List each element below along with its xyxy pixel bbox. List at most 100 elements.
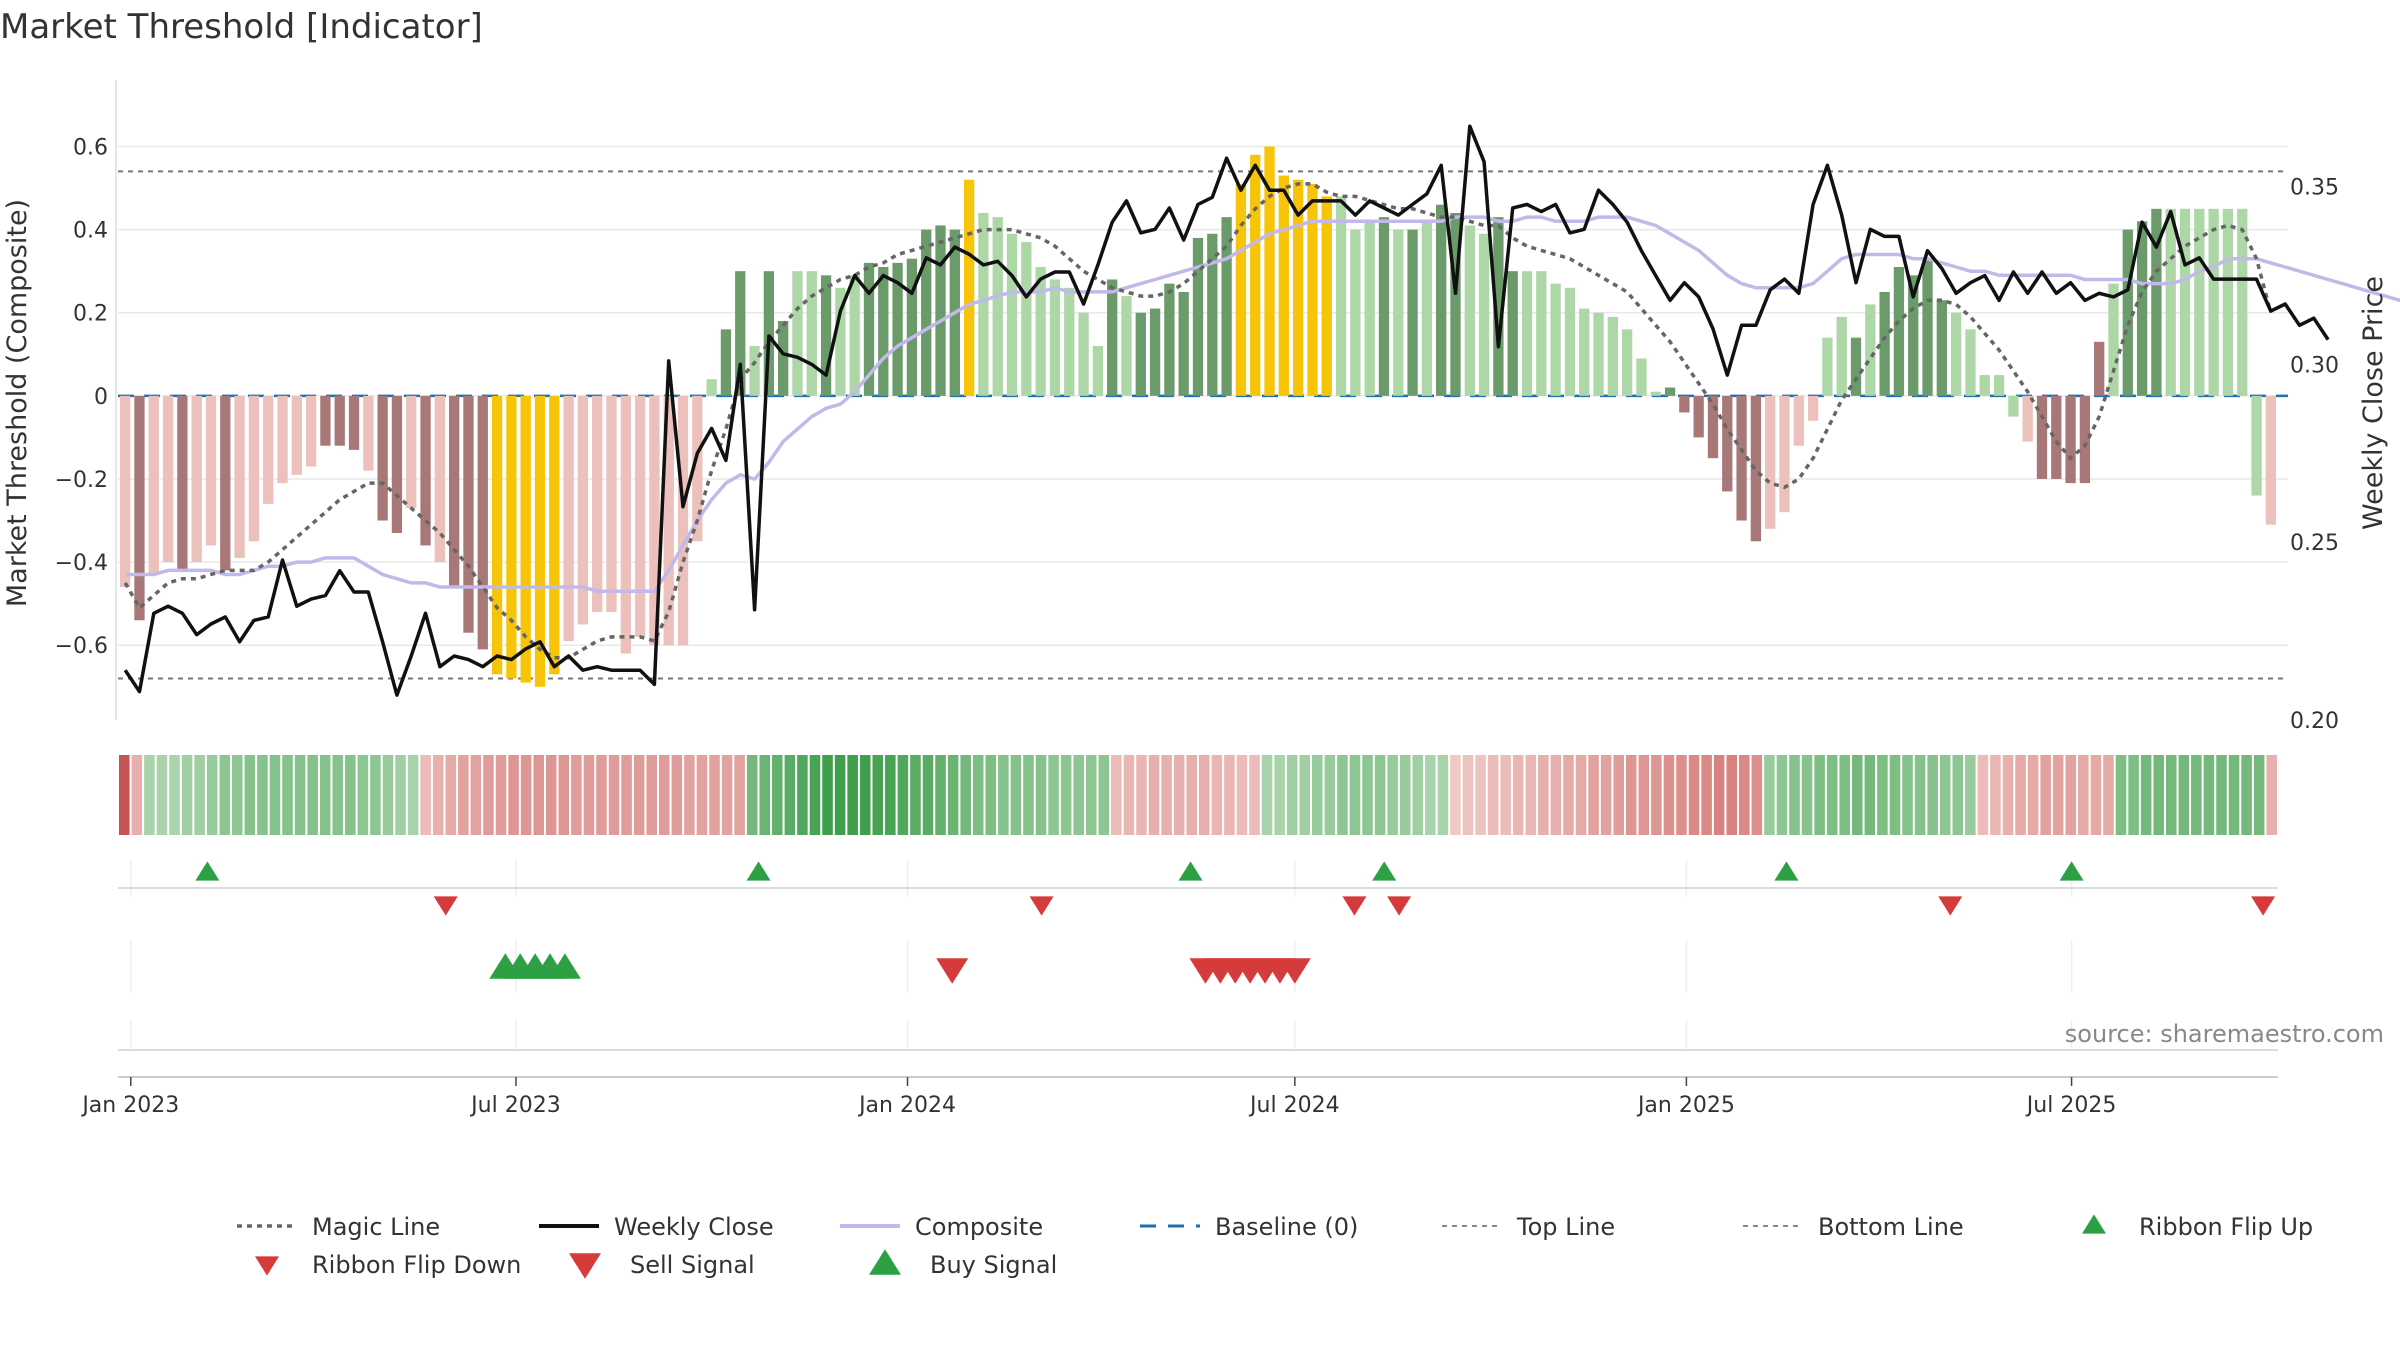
legend-swatch <box>569 1253 601 1279</box>
composite-bar <box>1993 375 2005 396</box>
ribbon-strip <box>119 755 2277 835</box>
ribbon-cell <box>2216 755 2227 835</box>
ribbon-cell <box>759 755 771 835</box>
composite-bar <box>391 395 403 533</box>
ribbon-cell <box>1575 755 1587 835</box>
composite-bar <box>1235 183 1247 396</box>
ribbon-cell <box>1751 755 1763 835</box>
legend: Magic Line Weekly Close Composite Baseline … <box>237 1213 2313 1279</box>
composite-bar <box>1807 395 1819 421</box>
ribbon-cell <box>445 755 457 835</box>
composite-bar <box>2194 208 2205 396</box>
ribbon-cell <box>2253 755 2265 835</box>
ribbon-cell <box>797 755 808 835</box>
composite-bar <box>449 395 460 588</box>
ribbon-cell <box>470 755 482 835</box>
composite-bar <box>1879 291 1890 396</box>
composite-bar <box>1164 283 1175 396</box>
ribbon-cell <box>1462 755 1474 835</box>
ribbon-cell <box>1073 755 1084 835</box>
composite-bar <box>778 321 789 396</box>
sell-signal-marker <box>1278 958 1311 984</box>
composite-bar <box>2265 395 2276 525</box>
composite-bar <box>1078 312 1089 396</box>
ribbon-cell <box>1965 755 1976 835</box>
ribbon-cell <box>1337 755 1348 835</box>
ribbon-cell <box>2090 755 2102 835</box>
ribbon-cell <box>2266 755 2277 835</box>
composite-bar <box>806 271 817 396</box>
composite-bar <box>1321 196 1332 396</box>
ribbon-cell <box>1676 755 1687 835</box>
magic-line <box>123 182 2273 660</box>
ribbon-flip-down-marker <box>1938 896 1963 916</box>
ribbon-cell <box>219 755 231 835</box>
composite-bar <box>2237 208 2248 396</box>
ribbon-flip-up-marker <box>746 861 771 881</box>
ribbon-cell <box>1048 755 1059 835</box>
ribbon-cell <box>2128 755 2139 835</box>
ribbon-flip-down-marker <box>1342 896 1367 916</box>
ribbon-cell <box>294 755 306 835</box>
composite-bar <box>334 395 345 446</box>
composite-bar <box>592 395 603 612</box>
composite-bar <box>120 395 131 588</box>
composite-bar <box>663 395 674 646</box>
ribbon-cell <box>1550 755 1562 835</box>
sell-signal-marker <box>936 958 969 984</box>
ribbon-cell <box>897 755 909 835</box>
right-tick-label: 0.20 <box>2290 709 2339 734</box>
composite-bar <box>878 267 889 396</box>
composite-bar <box>1092 345 1104 396</box>
ribbon-cell <box>1098 755 1110 835</box>
ribbon-cell <box>1500 755 1511 835</box>
composite-bar <box>1149 308 1161 396</box>
ribbon-flip-up-marker <box>2059 861 2084 881</box>
ribbon-cell <box>2241 755 2252 835</box>
composite-bar <box>549 395 560 675</box>
composite-bar <box>1006 233 1018 396</box>
composite-bars <box>120 146 2276 687</box>
composite-bar <box>1064 287 1075 396</box>
legend-label: Buy Signal <box>930 1251 1057 1279</box>
composite-bar <box>1507 271 1518 396</box>
ribbon-cell <box>1512 755 1524 835</box>
composite-bar <box>1135 312 1146 396</box>
ribbon-cell <box>2015 755 2026 835</box>
composite-bar <box>749 345 760 396</box>
ribbon-cell <box>1538 755 1549 835</box>
ribbon-cell <box>1312 755 1323 835</box>
composite-bar <box>1593 312 1604 396</box>
ribbon-cell <box>985 755 997 835</box>
ribbon-cell <box>646 755 657 835</box>
composite-bar <box>320 395 331 446</box>
legend-label: Composite <box>915 1213 1043 1241</box>
ribbon-cell <box>1060 755 1072 835</box>
ribbon-cell <box>1713 755 1725 835</box>
ribbon-cell <box>1199 755 1210 835</box>
ribbon-flip-up-marker <box>1178 861 1203 881</box>
ribbon-cell <box>1236 755 1248 835</box>
composite-bar <box>720 329 732 396</box>
ribbon-cell <box>131 755 143 835</box>
composite-bar <box>1779 395 1790 513</box>
chart-title: Market Threshold [Indicator] <box>0 7 483 47</box>
ribbon-cell <box>508 755 519 835</box>
ribbon-cell <box>885 755 896 835</box>
ribbon-cell <box>1588 755 1599 835</box>
ribbon-cell <box>495 755 507 835</box>
ribbon-cell <box>194 755 205 835</box>
ribbon-cell <box>1864 755 1876 835</box>
ribbon-cell <box>1148 755 1160 835</box>
left-axis-label: Market Threshold (Composite) <box>2 199 33 607</box>
ribbon-cell <box>545 755 557 835</box>
ribbon-cell <box>1299 755 1311 835</box>
composite-bar <box>1221 217 1232 396</box>
composite-bar <box>1450 212 1461 396</box>
ribbon-cell <box>671 755 683 835</box>
ribbon-cell <box>558 755 570 835</box>
ribbon-cell <box>608 755 620 835</box>
ribbon-cell <box>960 755 971 835</box>
composite-bar <box>1493 217 1504 396</box>
